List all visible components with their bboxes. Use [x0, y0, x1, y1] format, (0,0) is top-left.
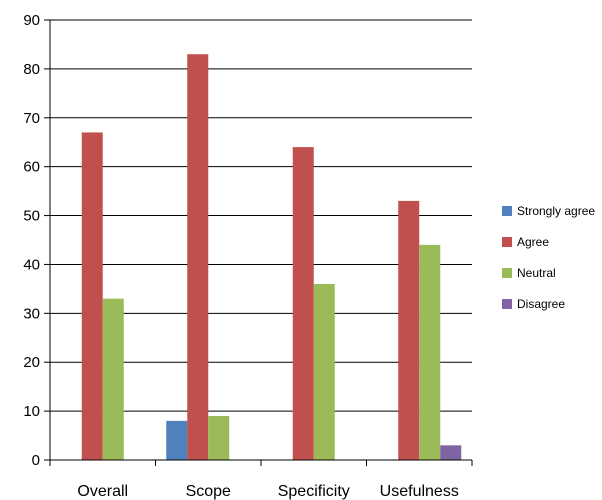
- bar-disagree-usefulness: [440, 445, 462, 460]
- y-tick-label: 70: [23, 110, 40, 127]
- bar-neutral-usefulness: [419, 244, 441, 460]
- y-tick-label: 20: [23, 354, 40, 371]
- legend-label: Strongly agree: [517, 204, 595, 218]
- bar-agree-overall: [81, 132, 103, 460]
- y-tick-label: 50: [23, 208, 40, 225]
- bar-neutral-scope: [208, 416, 230, 460]
- legend-label: Neutral: [517, 266, 556, 280]
- bars: [81, 54, 462, 460]
- legend-label: Disagree: [517, 297, 565, 311]
- bar-agree-scope: [187, 54, 209, 460]
- y-tick-label: 60: [23, 159, 40, 176]
- bar-neutral-specificity: [313, 284, 335, 460]
- legend-swatch: [502, 268, 512, 278]
- y-tick-label: 90: [23, 12, 40, 29]
- legend-label: Agree: [517, 235, 549, 249]
- y-axis-ticks: 0 10 20 30 40 50 60 70 80 90: [23, 12, 50, 469]
- legend-swatch: [502, 299, 512, 309]
- legend-swatch: [502, 237, 512, 247]
- bar-strongly-agree-scope: [166, 420, 188, 460]
- y-tick-label: 80: [23, 61, 40, 78]
- x-category-label: Overall: [77, 483, 128, 500]
- x-category-label: Usefulness: [380, 483, 459, 500]
- y-tick-label: 0: [32, 452, 40, 469]
- y-tick-label: 40: [23, 256, 40, 273]
- bar-agree-specificity: [292, 147, 314, 460]
- x-category-label: Specificity: [278, 483, 350, 500]
- x-category-label: Scope: [186, 483, 231, 500]
- bar-neutral-overall: [102, 298, 124, 460]
- bar-agree-usefulness: [398, 200, 420, 460]
- legend-swatch: [502, 206, 512, 216]
- legend: Strongly agree Agree Neutral Disagree: [502, 204, 595, 311]
- y-tick-label: 30: [23, 305, 40, 322]
- y-tick-label: 10: [23, 403, 40, 420]
- x-axis-labels: Overall Scope Specificity Usefulness: [49, 460, 473, 500]
